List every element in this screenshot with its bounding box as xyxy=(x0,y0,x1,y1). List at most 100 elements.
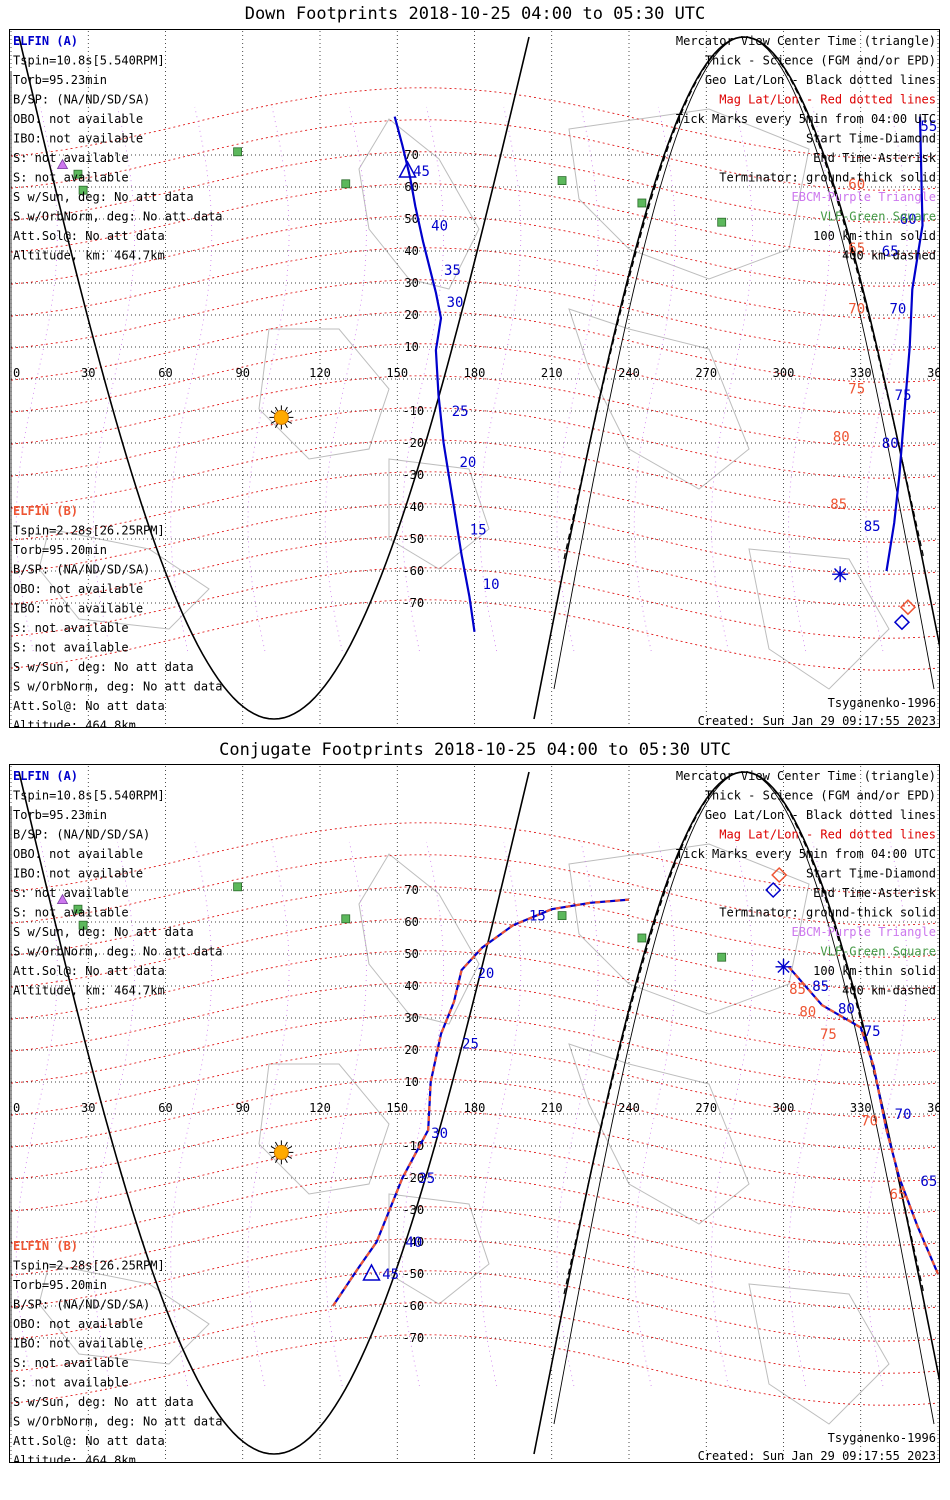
legend-line: Mercator View Center Time (triangle) xyxy=(676,769,936,783)
mag-parallel xyxy=(10,535,939,607)
y-tick-label: -70 xyxy=(402,1331,424,1345)
y-tick-label: 10 xyxy=(404,1075,418,1089)
mag-meridian xyxy=(401,841,445,1387)
vlf-station-4 xyxy=(557,176,567,186)
mag-meridian xyxy=(633,841,676,1387)
info-line: S: not available xyxy=(13,171,129,185)
track-tick-label: 35 xyxy=(418,1171,435,1187)
mag-parallel xyxy=(10,1110,939,1182)
track-tick-label: 75 xyxy=(864,1024,881,1040)
x-tick-label: 180 xyxy=(464,366,486,380)
vlf-station-3 xyxy=(341,179,351,189)
mag-meridian xyxy=(170,106,213,652)
mag-parallel xyxy=(10,1142,939,1214)
mag-meridian xyxy=(865,106,908,652)
end-asterisk xyxy=(833,568,847,581)
mag-meridian xyxy=(710,106,754,652)
legend-line: VLF-Green Square xyxy=(820,945,936,959)
info-line: Altitude, km: 464.7km xyxy=(13,984,165,998)
info-line: Torb=95.23min xyxy=(13,73,107,87)
info-line: S: not available xyxy=(13,151,129,165)
coastline-4 xyxy=(388,1193,490,1305)
legend-line: EBCM-Purple Triangle xyxy=(792,190,937,204)
mag-parallel xyxy=(10,1302,939,1374)
legend-line: Thick - Science (FGM and/or EPD) xyxy=(705,789,936,803)
terminator-400km xyxy=(563,771,925,1295)
info-line: OBO: not available xyxy=(13,847,143,861)
track-tick-label: 10 xyxy=(483,577,500,593)
mag-tick-label: 75 xyxy=(820,1027,837,1043)
track-tick-label: 30 xyxy=(447,295,464,311)
info-line: Tspin=2.28s[26.25RPM] xyxy=(13,524,165,538)
coastline-1 xyxy=(568,108,810,280)
mag-parallel xyxy=(10,918,939,990)
track-tick-label: 60 xyxy=(900,212,917,228)
sun-icon xyxy=(273,1144,289,1160)
mag-meridian xyxy=(556,841,599,1387)
mag-meridian xyxy=(324,106,367,652)
mag-parallel xyxy=(10,119,939,191)
info-line: S w/Sun, deg: No att data xyxy=(13,1395,194,1409)
mag-parallel xyxy=(10,1270,939,1342)
track-tick-label: 15 xyxy=(529,909,546,925)
track-tick-label: 65 xyxy=(920,1174,937,1190)
x-tick-label: 270 xyxy=(695,366,717,380)
info-line: S: not available xyxy=(13,1356,129,1370)
y-tick-label: -10 xyxy=(402,404,424,418)
mag-parallel xyxy=(10,1078,939,1150)
mag-tick-label: 75 xyxy=(848,382,865,398)
created-label: Created: Sun Jan 29 09:17:55 2023 xyxy=(698,1449,936,1463)
track-tick-label: 20 xyxy=(459,455,476,471)
mag-parallel xyxy=(10,950,939,1022)
track-overlay-elfin-b xyxy=(787,966,940,1275)
terminator-ground-left xyxy=(18,36,530,720)
info-line: Torb=95.20min xyxy=(13,543,107,557)
track-tick-label: 85 xyxy=(864,519,881,535)
x-tick-label: 0 xyxy=(13,366,20,380)
info-header: ELFIN (B) xyxy=(13,504,78,518)
vlf-station-6 xyxy=(717,217,727,227)
x-tick-label: 210 xyxy=(541,1101,563,1115)
mag-meridian xyxy=(15,106,58,652)
x-tick-label: 90 xyxy=(236,366,250,380)
y-tick-label: -30 xyxy=(402,1203,424,1217)
x-tick-label: 150 xyxy=(386,1101,408,1115)
mag-parallel xyxy=(10,215,939,287)
coastline-0 xyxy=(358,853,480,1025)
track-tick-label: 20 xyxy=(478,966,495,982)
info-line: Att.Sol@: No att data xyxy=(13,229,165,243)
info-line: Att.Sol@: No att data xyxy=(13,1434,165,1448)
mag-meridian xyxy=(92,841,136,1387)
mag-parallel xyxy=(10,439,939,511)
legend-line: Thick - Science (FGM and/or EPD) xyxy=(705,54,936,68)
track-elfin-a xyxy=(331,898,630,1307)
model-label: Tsyganenko-1996 xyxy=(828,1431,936,1445)
mag-tick-label: 60 xyxy=(848,177,865,193)
info-line: S w/OrbNorm, deg: No att data xyxy=(13,680,223,694)
mag-parallel xyxy=(10,279,939,351)
coastline-3 xyxy=(258,1063,390,1195)
info-line: S: not available xyxy=(13,621,129,635)
mag-parallel xyxy=(10,854,939,926)
info-line: IBO: not available xyxy=(13,132,143,146)
y-tick-label: -20 xyxy=(402,436,424,450)
info-line: Att.Sol@: No att data xyxy=(13,699,165,713)
legend-line: End Time-Asterisk xyxy=(813,151,937,165)
legend-line: Tick Marks every 5min from 04:00 UTC xyxy=(676,112,936,126)
info-line: S w/Sun, deg: No att data xyxy=(13,925,194,939)
coastline-1 xyxy=(568,843,810,1015)
coastline-2 xyxy=(568,1043,750,1225)
info-line: Att.Sol@: No att data xyxy=(13,964,165,978)
model-label: Tsyganenko-1996 xyxy=(828,696,936,710)
legend-line: 100 km-thin solid xyxy=(813,229,936,243)
track-tick-label: 80 xyxy=(882,436,899,452)
info-line: S: not available xyxy=(13,1376,129,1390)
mag-parallel xyxy=(10,375,939,447)
info-line: S w/OrbNorm, deg: No att data xyxy=(13,1415,223,1429)
x-tick-label: 360 xyxy=(927,1101,940,1115)
vlf-station-4 xyxy=(557,911,567,921)
x-tick-label: 210 xyxy=(541,366,563,380)
legend-line: Geo Lat/Lon - Black dotted lines xyxy=(705,808,936,822)
x-tick-label: 60 xyxy=(158,366,172,380)
mag-meridian xyxy=(401,106,445,652)
